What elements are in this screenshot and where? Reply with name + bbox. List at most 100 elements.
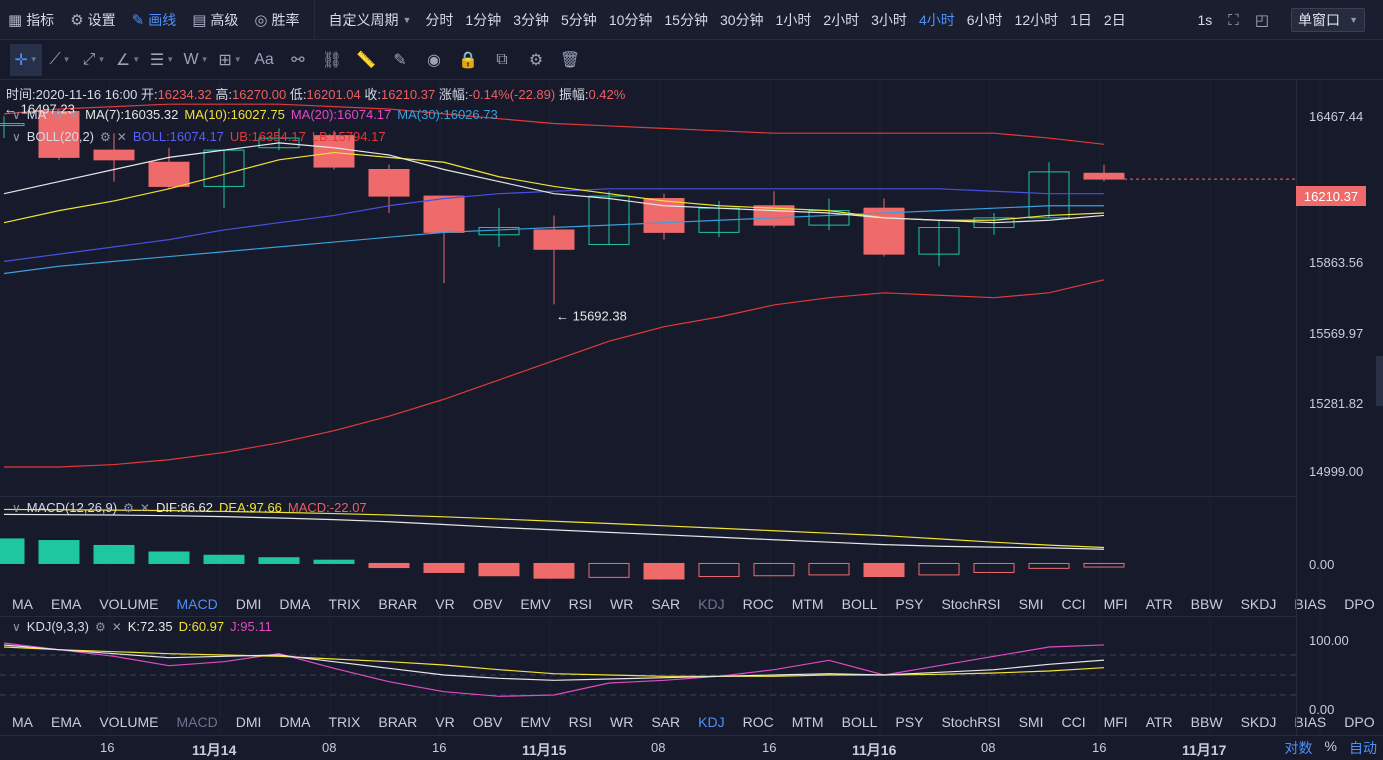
period-option[interactable]: 4小时 (918, 11, 955, 28)
angle-tool-icon[interactable]: ∠ ▼ (115, 51, 141, 69)
indicator-tab-smi[interactable]: SMI (1018, 714, 1044, 730)
side-panel-handle[interactable] (1376, 356, 1383, 406)
toolbar-item-briefcase[interactable]: ▤ 高级 (184, 0, 246, 40)
window-mode-select[interactable]: 单窗口 ▼ (1291, 8, 1365, 32)
lock-tool-icon[interactable]: 🔒 (458, 51, 478, 69)
eye-tool-icon[interactable]: ◉ (427, 51, 441, 69)
fullscreen-icon[interactable]: ⛶ (1228, 11, 1239, 29)
indicator-tab-skdj[interactable]: SKDJ (1240, 714, 1277, 730)
indicator-tab-volume[interactable]: VOLUME (99, 714, 159, 730)
collapse-chevron-icon[interactable]: ∨ (12, 500, 21, 515)
period-option[interactable]: 10分钟 (608, 11, 653, 28)
indicator-tab-dmi[interactable]: DMI (235, 714, 262, 730)
period-option[interactable]: 30分钟 (719, 11, 764, 28)
indicator-tab-kdj[interactable]: KDJ (698, 714, 725, 730)
indicator-tab-dpo[interactable]: DPO (1344, 714, 1375, 730)
collapse-chevron-icon[interactable]: ∨ (12, 619, 21, 634)
time-axis[interactable]: 16 11月14 08 16 11月15 08 16 11月16 08 16 11月17 (0, 735, 1383, 760)
brush-tool-icon[interactable]: ✎ (393, 51, 407, 69)
indicator-tab-vr[interactable]: VR (435, 596, 455, 612)
trendline-tool-icon[interactable]: ⟋ ▼ (49, 50, 71, 68)
indicator-tab-ma[interactable]: MA (12, 714, 33, 730)
wave-tool-icon[interactable]: W ▼ (183, 50, 209, 68)
indicator-tab-mtm[interactable]: MTM (791, 596, 824, 612)
indicator-tab-emv[interactable]: EMV (520, 714, 551, 730)
toolbar-item-pen[interactable]: ✎ 画线 (124, 0, 185, 40)
indicator-tab-volume[interactable]: VOLUME (99, 596, 159, 612)
indicator-tab-roc[interactable]: ROC (742, 714, 774, 730)
indicator-tab-dmi[interactable]: DMI (235, 596, 262, 612)
period-option[interactable]: 5分钟 (561, 11, 597, 28)
settings-icon[interactable]: ⚙ (94, 619, 106, 634)
indicator-tab-mfi[interactable]: MFI (1103, 714, 1128, 730)
indicator-tab-psy[interactable]: PSY (895, 714, 924, 730)
toolbar-item-chart[interactable]: ▦ 指标 (0, 0, 62, 40)
indicator-tab-ema[interactable]: EMA (51, 596, 82, 612)
period-option[interactable]: 3分钟 (513, 11, 550, 28)
indicator-tab-dma[interactable]: DMA (279, 596, 311, 612)
indicator-tab-rsi[interactable]: RSI (568, 714, 593, 730)
period-option[interactable]: 12小时 (1014, 11, 1059, 28)
indicator-tab-bbw[interactable]: BBW (1190, 596, 1223, 612)
settings-icon[interactable]: ⚙ (52, 107, 64, 122)
copy-tool-icon[interactable]: ⧉ (496, 50, 508, 68)
indicator-tab-sar[interactable]: SAR (651, 596, 681, 612)
ruler-tool-icon[interactable]: 📏 (356, 51, 376, 69)
indicator-tab-macd[interactable]: MACD (176, 596, 218, 612)
indicator-tab-trix[interactable]: TRIX (328, 714, 361, 730)
indicator-tab-sar[interactable]: SAR (651, 714, 681, 730)
indicator-tab-wr[interactable]: WR (610, 596, 634, 612)
crosshair-tool-icon[interactable]: ✛ ▼ (10, 43, 42, 76)
indicator-tab-macd[interactable]: MACD (176, 714, 218, 730)
indicator-tab-rsi[interactable]: RSI (568, 596, 593, 612)
custom-period-dropdown[interactable]: 自定义周期 ▼ (321, 0, 420, 40)
settings-tool-icon[interactable]: ⚙ (528, 51, 544, 69)
collapse-chevron-icon[interactable]: ∨ (12, 129, 21, 144)
period-option[interactable]: 2小时 (823, 11, 860, 28)
period-option[interactable]: 1日 (1070, 11, 1092, 28)
indicator-tab-skdj[interactable]: SKDJ (1240, 596, 1277, 612)
close-icon[interactable]: ✕ (139, 500, 150, 515)
period-option[interactable]: 15分钟 (664, 11, 708, 28)
period-option[interactable]: 1分钟 (465, 11, 502, 28)
indicator-tab-ma[interactable]: MA (12, 596, 33, 612)
link-tool-icon[interactable]: ⛓ (321, 51, 343, 69)
indicator-tab-boll[interactable]: BOLL (841, 596, 878, 612)
indicator-tab-bbw[interactable]: BBW (1190, 714, 1223, 730)
indicator-tab-boll[interactable]: BOLL (841, 714, 878, 730)
magnet-tool-icon[interactable]: ⚯ (291, 51, 305, 69)
fibonacci-tool-icon[interactable]: ☰ ▼ (149, 51, 175, 69)
indicator-tab-psy[interactable]: PSY (895, 596, 924, 612)
toolbar-item-gear[interactable]: ⚙ 设置 (62, 0, 123, 40)
indicator-tab-atr[interactable]: ATR (1145, 714, 1173, 730)
refresh-interval[interactable]: 1s (1197, 12, 1213, 28)
settings-icon[interactable]: ⚙ (100, 129, 111, 144)
text-tool-icon[interactable]: Aa (254, 50, 274, 68)
indicator-tab-smi[interactable]: SMI (1018, 596, 1044, 612)
indicator-tab-trix[interactable]: TRIX (328, 596, 361, 612)
indicator-tab-brar[interactable]: BRAR (378, 714, 418, 730)
indicator-tab-kdj[interactable]: KDJ (698, 596, 725, 612)
indicator-tab-vr[interactable]: VR (435, 714, 455, 730)
measure-tool-icon[interactable]: ⊞ ▼ (218, 51, 242, 69)
settings-icon[interactable]: ⚙ (123, 500, 134, 515)
close-icon[interactable]: ✕ (69, 107, 80, 122)
indicator-tab-obv[interactable]: OBV (472, 596, 503, 612)
indicator-tab-obv[interactable]: OBV (472, 714, 503, 730)
indicator-tab-dpo[interactable]: DPO (1344, 596, 1375, 612)
log-scale-toggle[interactable]: 对数 (1284, 740, 1313, 756)
period-option[interactable]: 6小时 (966, 11, 1003, 28)
period-option[interactable]: 1小时 (775, 11, 812, 28)
collapse-chevron-icon[interactable]: ∨ (12, 107, 21, 122)
indicator-tab-cci[interactable]: CCI (1061, 596, 1086, 612)
close-icon[interactable]: ✕ (111, 619, 122, 634)
indicator-tab-bias[interactable]: BIAS (1294, 714, 1327, 730)
period-option[interactable]: 分时 (425, 11, 454, 28)
screenshot-icon[interactable]: ◰ (1254, 12, 1269, 29)
indicator-tab-mfi[interactable]: MFI (1103, 596, 1128, 612)
indicator-tab-cci[interactable]: CCI (1061, 714, 1086, 730)
indicator-tab-emv[interactable]: EMV (520, 596, 551, 612)
period-option[interactable]: 3小时 (871, 11, 907, 28)
toolbar-item-target[interactable]: ◎ 胜率 (246, 0, 307, 40)
percent-scale-toggle[interactable]: % (1324, 738, 1337, 754)
